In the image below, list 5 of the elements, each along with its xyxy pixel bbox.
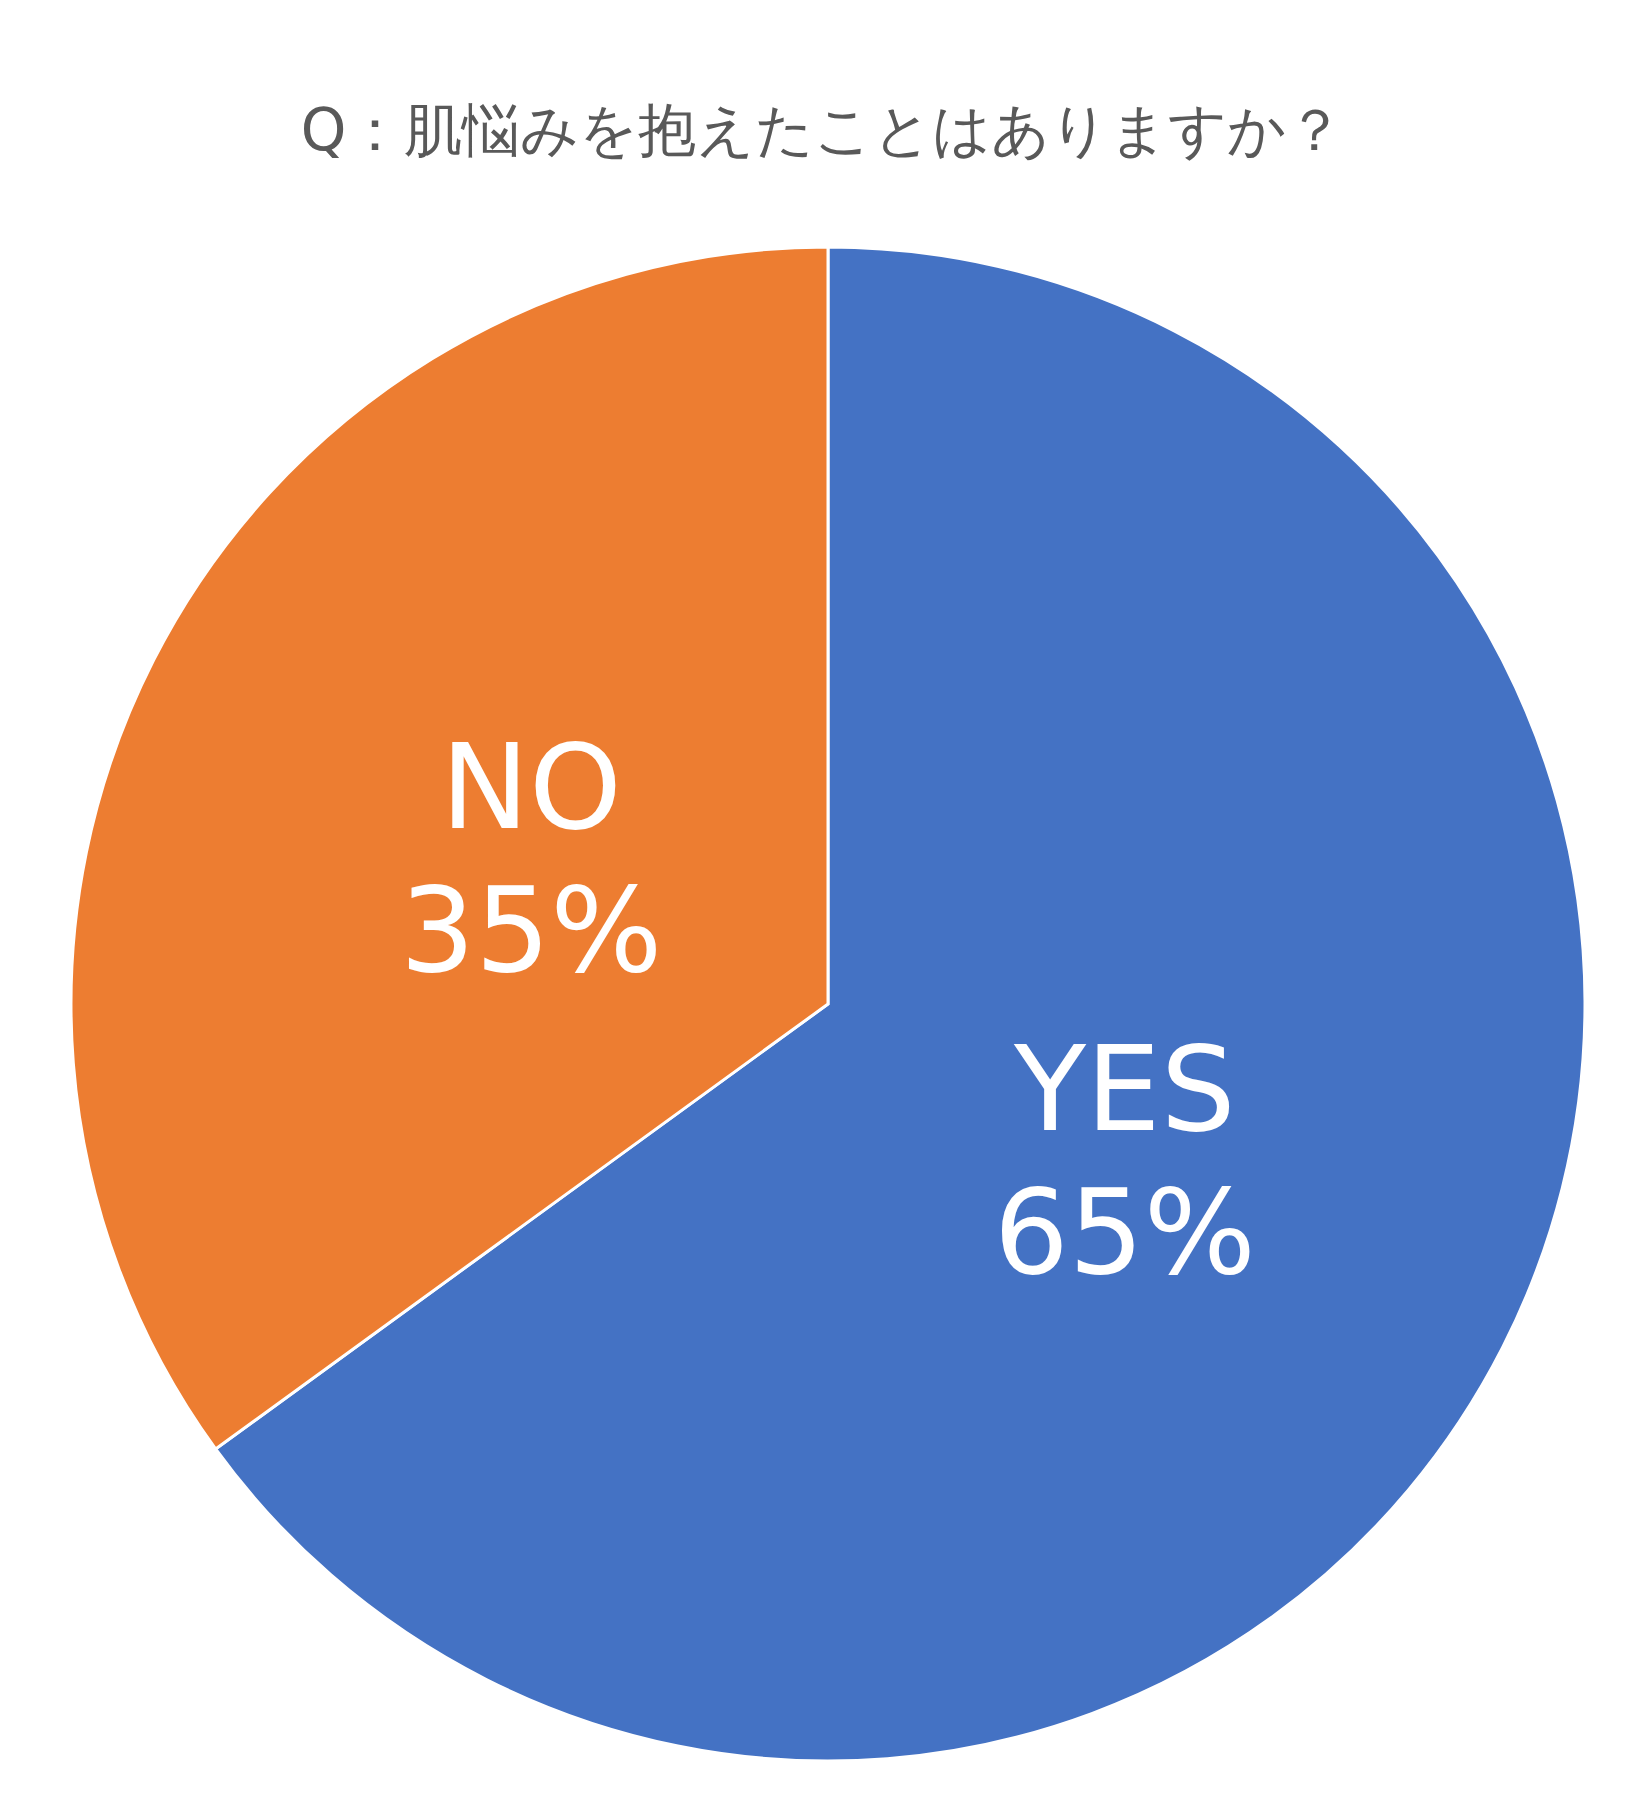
- slice-label: YES: [1013, 1020, 1236, 1159]
- chart-title: Q：肌悩みを抱えたことはありますか？: [300, 96, 1345, 164]
- slice-label: NO: [440, 717, 622, 856]
- data-label: 65%: [993, 1163, 1256, 1302]
- data-label: 35%: [400, 860, 663, 999]
